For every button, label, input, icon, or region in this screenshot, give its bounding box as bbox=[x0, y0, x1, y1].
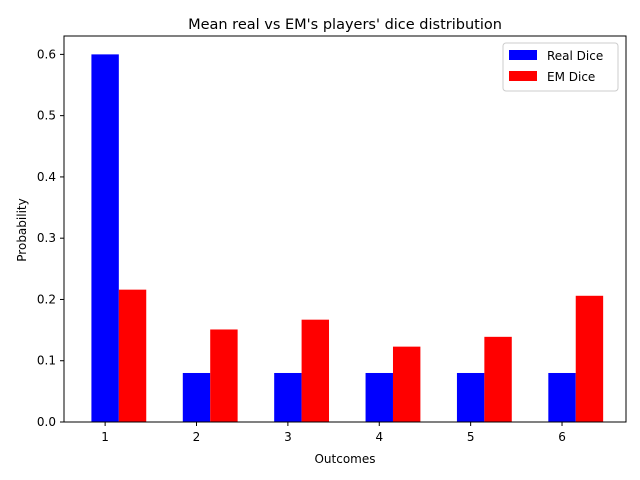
bar-real-dice-5 bbox=[456, 372, 485, 422]
y-tick-label: 0.5 bbox=[37, 109, 56, 123]
legend-swatch-real-dice bbox=[509, 50, 537, 60]
x-tick-label: 2 bbox=[193, 430, 201, 444]
bar-em-dice-3 bbox=[301, 319, 330, 422]
bar-em-dice-2 bbox=[210, 329, 238, 422]
bar-real-dice-1 bbox=[91, 54, 119, 422]
bar-em-dice-6 bbox=[575, 295, 604, 422]
x-tick-label: 5 bbox=[467, 430, 475, 444]
bar-real-dice-2 bbox=[182, 372, 211, 422]
x-tick-label: 4 bbox=[375, 430, 383, 444]
y-tick-label: 0.0 bbox=[37, 415, 56, 429]
bars-layer bbox=[91, 54, 604, 422]
bar-real-dice-4 bbox=[365, 372, 393, 422]
legend-label-real-dice: Real Dice bbox=[547, 49, 603, 63]
bar-real-dice-3 bbox=[274, 372, 302, 422]
legend-swatch-em-dice bbox=[509, 71, 537, 81]
y-tick-label: 0.2 bbox=[37, 292, 56, 306]
bar-em-dice-1 bbox=[118, 289, 147, 422]
y-tick-label: 0.1 bbox=[37, 354, 56, 368]
legend-label-em-dice: EM Dice bbox=[547, 70, 595, 84]
chart-title: Mean real vs EM's players' dice distribu… bbox=[188, 17, 502, 33]
legend: Real Dice EM Dice bbox=[502, 42, 619, 92]
x-axis-label: Outcomes bbox=[314, 452, 375, 466]
bar-real-dice-6 bbox=[548, 372, 576, 422]
x-tick-label: 6 bbox=[558, 430, 566, 444]
bar-em-dice-4 bbox=[392, 346, 421, 422]
y-tick-label: 0.4 bbox=[37, 170, 56, 184]
plot-frame bbox=[63, 35, 627, 423]
y-tick-label: 0.6 bbox=[37, 47, 56, 61]
x-tick-label: 3 bbox=[284, 430, 292, 444]
ticks-layer: 1 2 3 4 5 6 0.0 0.1 0.2 0.3 0.4 0.5 0.6 bbox=[37, 47, 566, 444]
x-tick-label: 1 bbox=[101, 430, 109, 444]
bar-em-dice-5 bbox=[484, 336, 512, 422]
y-axis-label: Probability bbox=[15, 198, 29, 261]
y-tick-label: 0.3 bbox=[37, 231, 56, 245]
